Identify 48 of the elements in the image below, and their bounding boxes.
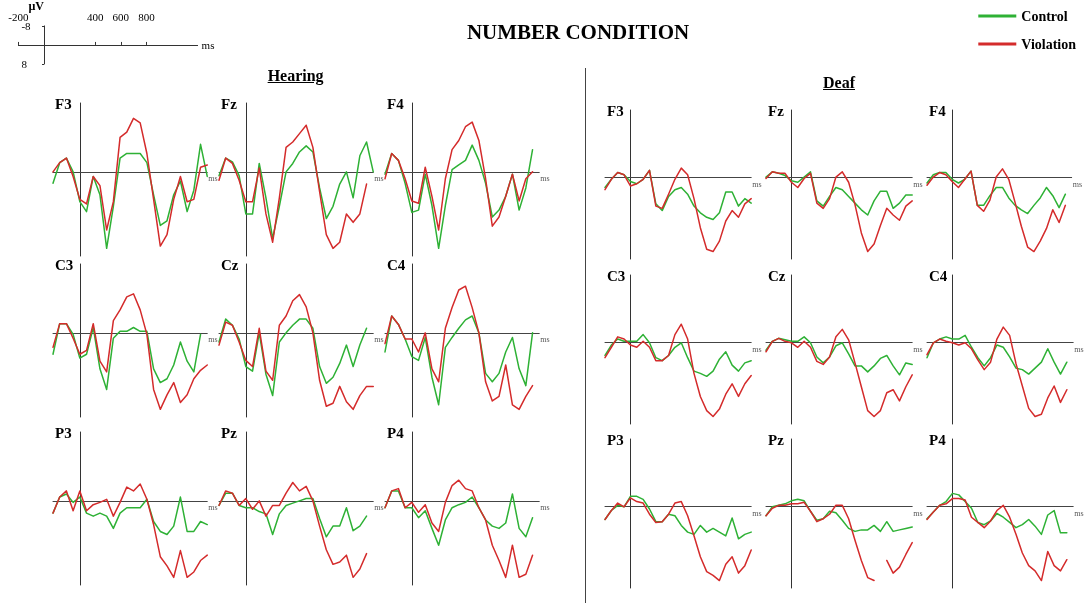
- x-axis-title: ms: [1073, 179, 1083, 189]
- x-axis-title: ms: [913, 179, 923, 189]
- chart-title: P4: [387, 424, 405, 441]
- x-axis-title: ms: [540, 503, 550, 513]
- x-axis-title: ms: [208, 335, 218, 345]
- chart-title: Pz: [221, 424, 238, 441]
- x-axis-title: ms: [913, 344, 923, 354]
- chart-title: C4: [387, 256, 406, 273]
- y-axis-title: µV: [28, 0, 45, 13]
- x-axis-title: ms: [374, 174, 384, 184]
- legend-label: Control: [1021, 8, 1069, 24]
- x-tick-label: 800: [138, 11, 156, 24]
- x-axis-title: ms: [540, 335, 550, 345]
- chart-title: P4: [929, 431, 947, 448]
- chart-title: F4: [387, 95, 405, 112]
- x-axis-title: ms: [752, 179, 762, 189]
- chart-subtitle: Hearing: [267, 67, 324, 85]
- x-tick-label: 600: [112, 11, 130, 24]
- x-axis-title: ms: [1074, 508, 1084, 518]
- x-axis-title: ms: [1074, 344, 1084, 354]
- x-axis-title: ms: [208, 503, 218, 513]
- y-tick-label: 8: [21, 58, 28, 70]
- x-axis-title: ms: [374, 335, 384, 345]
- chart-subtitle: Deaf: [823, 74, 855, 92]
- chart-title: Cz: [768, 267, 787, 284]
- chart-title: Fz: [221, 95, 238, 112]
- x-axis-title: ms: [374, 503, 384, 513]
- chart-title: F3: [55, 95, 72, 112]
- chart-title: F3: [607, 102, 625, 119]
- legend-label: Violation: [1021, 36, 1077, 52]
- text: NUMBER CONDITION: [466, 19, 690, 44]
- chart-title: Cz: [221, 256, 239, 273]
- x-axis-title: ms: [201, 38, 215, 51]
- chart-title: C3: [607, 267, 626, 284]
- chart-title: C3: [55, 256, 74, 273]
- x-tick-label: 400: [86, 11, 104, 24]
- x-axis-title: ms: [752, 508, 762, 518]
- chart-title: P3: [55, 424, 72, 441]
- x-axis-title: ms: [208, 174, 218, 184]
- x-axis-title: ms: [752, 344, 762, 354]
- chart-title: F4: [929, 102, 947, 119]
- x-axis-title: ms: [913, 508, 923, 518]
- chart-title: C4: [929, 267, 949, 284]
- chart-title: Pz: [768, 431, 785, 448]
- x-tick-label: -200: [8, 11, 29, 24]
- chart-title: P3: [607, 431, 625, 448]
- x-axis-title: ms: [540, 174, 550, 184]
- chart-title: Fz: [768, 102, 785, 119]
